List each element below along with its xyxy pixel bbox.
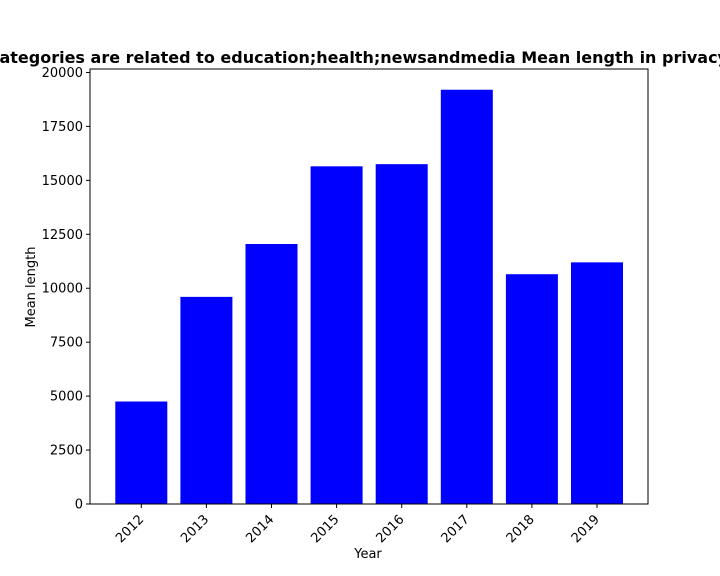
bar-2014 xyxy=(245,244,298,504)
x-tick-label: 2015 xyxy=(308,512,342,546)
x-tick-label: 2014 xyxy=(243,512,277,546)
y-tick-label: 20000 xyxy=(42,66,83,81)
bar-2012 xyxy=(115,401,168,504)
x-tick-label: 2019 xyxy=(569,512,603,546)
bar-2019 xyxy=(571,262,623,504)
y-axis-label: Mean length xyxy=(24,247,39,328)
bars-group xyxy=(115,89,623,505)
y-tick-label: 2500 xyxy=(50,444,83,459)
bar-2015 xyxy=(310,166,363,504)
chart-title: App categories are related to education;… xyxy=(0,48,720,67)
y-tick-label: 15000 xyxy=(42,174,83,189)
y-axis-ticks: 0 2500 5000 7500 10000 12500 15000 17500 20000 xyxy=(42,66,90,513)
plot-frame xyxy=(89,68,649,505)
bar-2013 xyxy=(180,296,233,504)
x-tick-label: 2017 xyxy=(439,512,473,546)
x-axis-ticks: 2012 2013 2014 2015 2016 2017 2018 2019 xyxy=(113,504,603,546)
bar-2018 xyxy=(505,274,558,504)
x-axis-label: Year xyxy=(353,547,382,562)
y-tick-label: 12500 xyxy=(42,228,83,243)
y-tick-label: 5000 xyxy=(50,390,83,405)
x-tick-label: 2016 xyxy=(374,512,408,546)
x-tick-label: 2018 xyxy=(504,512,538,546)
x-tick-label: 2012 xyxy=(113,512,147,546)
y-tick-label: 17500 xyxy=(42,120,83,135)
y-tick-label: 0 xyxy=(75,498,83,513)
y-tick-label: 7500 xyxy=(50,336,83,351)
y-tick-label: 10000 xyxy=(42,282,83,297)
x-tick-label: 2013 xyxy=(178,512,212,546)
bar-2017 xyxy=(440,89,493,504)
bar-2016 xyxy=(375,164,428,505)
